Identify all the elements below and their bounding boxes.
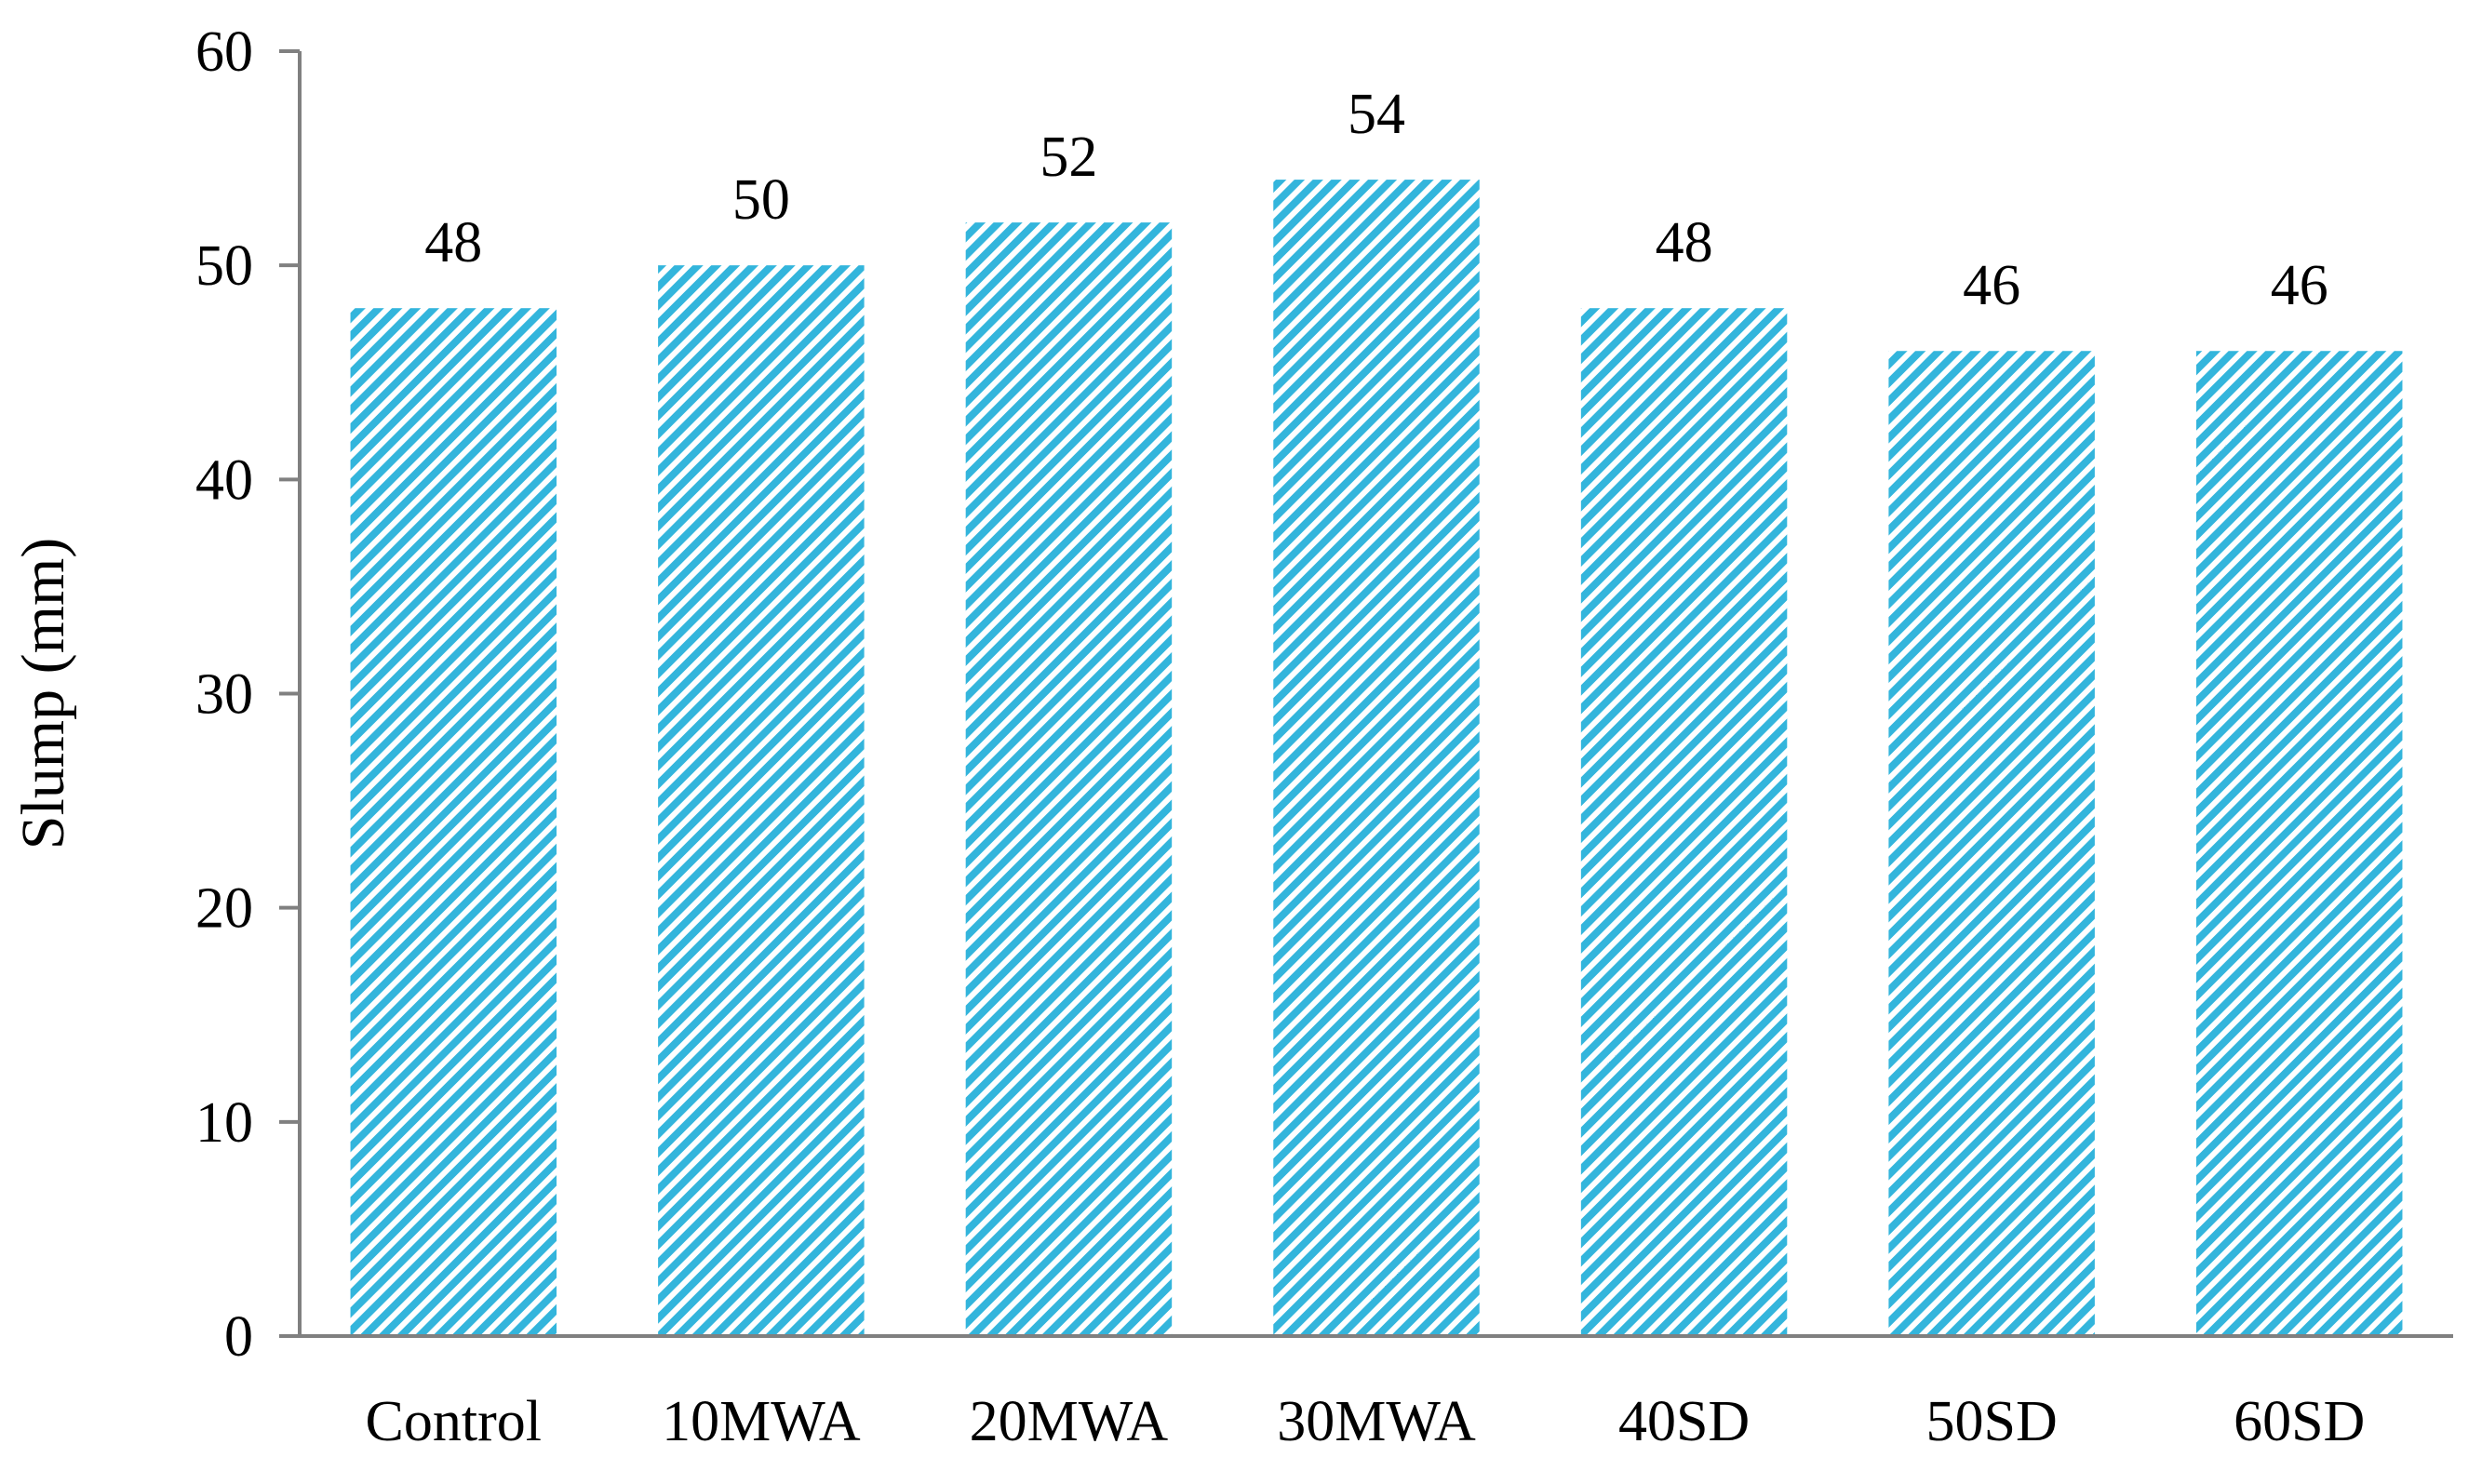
- y-ticks-group: 0 10 20 30 40 50 60: [195, 20, 300, 1369]
- x-tick-label-20mwa: 20MWA: [970, 1390, 1169, 1453]
- bar-20mwa: [965, 222, 1173, 1337]
- data-label-50sd: 46: [1963, 254, 2020, 317]
- bar-60sd: [2195, 351, 2403, 1336]
- y-axis-title: Slump (mm): [9, 538, 77, 850]
- x-tick-label-60sd: 60SD: [2234, 1390, 2365, 1453]
- y-tick-label: 20: [195, 877, 253, 941]
- bars-group: [350, 180, 2403, 1337]
- data-label-30mwa: 54: [1348, 83, 1405, 146]
- x-tick-label-40sd: 40SD: [1618, 1390, 1750, 1453]
- data-label-10mwa: 50: [732, 168, 790, 232]
- y-tick-label: 10: [195, 1091, 253, 1155]
- bar-40sd: [1580, 308, 1788, 1337]
- y-tick-label: 30: [195, 663, 253, 727]
- y-tick-label: 0: [224, 1305, 253, 1369]
- y-tick-label: 50: [195, 234, 253, 298]
- data-label-20mwa: 52: [1040, 126, 1097, 189]
- y-tick-label: 40: [195, 448, 253, 512]
- y-tick-label: 60: [195, 20, 253, 84]
- data-label-control: 48: [424, 211, 482, 274]
- x-tick-label-10mwa: 10MWA: [662, 1390, 861, 1453]
- bar-30mwa: [1273, 180, 1480, 1337]
- data-labels-group: 48 50 52 54 48 46 46: [424, 83, 2328, 317]
- x-tick-label-50sd: 50SD: [1926, 1390, 2058, 1453]
- data-label-40sd: 48: [1656, 211, 1713, 274]
- bar-50sd: [1888, 351, 2095, 1336]
- x-tick-label-30mwa: 30MWA: [1277, 1390, 1476, 1453]
- bar-10mwa: [658, 265, 865, 1337]
- bar-control: [350, 308, 557, 1337]
- x-labels-group: Control 10MWA 20MWA 30MWA 40SD 50SD 60SD: [366, 1390, 2366, 1453]
- x-tick-label-control: Control: [366, 1390, 542, 1453]
- data-label-60sd: 46: [2271, 254, 2328, 317]
